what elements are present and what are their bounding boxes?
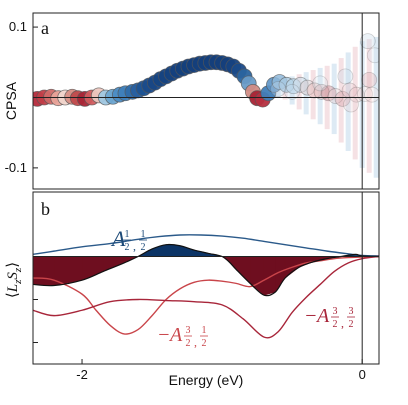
label-a-half-half: A 1 2 , 1 2 (110, 226, 147, 253)
b-xlabel: Energy (eV) (169, 372, 244, 388)
label-a-sub-2n: 1 (141, 229, 146, 240)
b-panel-label: b (41, 199, 50, 219)
a-yticks: 0.1 -0.1 (5, 19, 38, 175)
a-data-point (270, 81, 287, 97)
label-b-comma: , (194, 335, 197, 349)
a-error-bar (373, 36, 379, 178)
a-data-point (364, 86, 379, 103)
b-frame (32, 191, 380, 365)
panel-b: b ⟨LzSz⟩ -2 0 Energy (eV) A 1 2 , 1 2 − A… (5, 191, 380, 388)
b-ylabel-close: ⟩ (5, 262, 21, 268)
b-fill-negative (33, 256, 379, 296)
label-b-main: A (168, 324, 183, 346)
b-line-minus-a-3half-3half (33, 255, 379, 339)
label-c-sub-2d: 2 (349, 319, 354, 330)
panel-a: a CPSA 0.1 -0.1 (3, 12, 380, 190)
b-ylabel-z1: z (12, 279, 24, 285)
label-b-sub-2n: 1 (202, 325, 207, 336)
b-xtick-label: -2 (76, 367, 88, 382)
label-a-sub-2d: 2 (141, 242, 146, 253)
label-c-sub-1d: 2 (333, 319, 338, 330)
a-ytick-label: 0.1 (9, 19, 27, 34)
label-minus-a-3half-half: − A 3 2 , 1 2 (157, 324, 208, 349)
a-data-point (284, 83, 301, 100)
a-data-point (327, 88, 344, 104)
b-xticks: -2 0 (76, 359, 366, 382)
b-line-total (33, 243, 379, 297)
label-b-sign: − (157, 324, 171, 346)
b-ylabel-s: S (5, 272, 21, 280)
b-xtick-label: 0 (359, 367, 366, 382)
a-errorbars (275, 36, 379, 178)
b-line-a-half-half (33, 234, 379, 257)
label-c-sign: − (304, 305, 318, 327)
svg-text:⟨LzSz⟩: ⟨LzSz⟩ (5, 262, 24, 298)
label-b-sub-1d: 2 (186, 338, 191, 349)
a-data-point (313, 83, 330, 100)
a-data-point (334, 90, 351, 107)
label-a-comma: , (133, 239, 136, 253)
a-error-bar (338, 58, 344, 143)
label-c-sub-1n: 3 (333, 306, 338, 317)
a-data-point (343, 96, 359, 113)
a-data-point (361, 71, 378, 88)
a-error-bar (366, 39, 372, 173)
b-ylabel-open: ⟨ (5, 292, 21, 298)
label-a-main: A (110, 226, 126, 251)
a-frame (32, 12, 380, 190)
a-ylabel: CPSA (3, 81, 19, 120)
label-a-sub-1d: 2 (125, 242, 130, 253)
a-data-point (337, 68, 354, 85)
a-ytick-label: -0.1 (5, 160, 27, 175)
a-error-bar (352, 46, 358, 160)
label-b-sub-2d: 2 (202, 338, 207, 349)
label-b-sub-1n: 3 (186, 325, 191, 336)
a-panel-label: a (41, 18, 49, 38)
a-data-point (312, 75, 329, 92)
a-error-bar (345, 52, 351, 151)
b-ylabel-z2: z (12, 267, 24, 273)
b-ylabel: ⟨LzSz⟩ (5, 262, 24, 298)
label-c-main: A (315, 305, 330, 327)
a-data-point (359, 33, 376, 50)
label-c-comma: , (341, 316, 344, 330)
b-ylabel-l: L (5, 284, 21, 293)
a-data-point (366, 47, 379, 64)
a-data-point (348, 86, 365, 103)
b-yticks (33, 256, 38, 343)
label-c-sub-2n: 3 (349, 306, 354, 317)
a-error-bar (331, 63, 337, 135)
label-minus-a-3half-3half: − A 3 2 , 3 2 (304, 305, 355, 330)
b-line-minus-a-3half-half (33, 255, 379, 335)
b-lines (33, 234, 379, 339)
label-a-sub-1n: 1 (125, 229, 130, 240)
